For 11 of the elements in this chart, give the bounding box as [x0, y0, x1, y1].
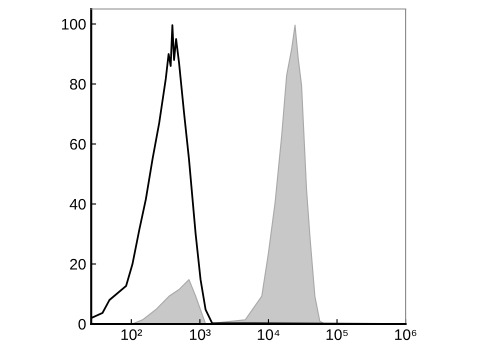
y-tick-label: 20 — [70, 258, 86, 270]
y-tick-label: 40 — [70, 198, 86, 210]
x-tick-label: 10⁴ — [258, 329, 280, 340]
x-tick-label: 10³ — [190, 329, 211, 340]
x-tick-label: 10² — [121, 329, 142, 340]
y-tick-label: 0 — [78, 318, 86, 330]
y-tick-label: 80 — [70, 78, 86, 90]
y-tick-label: 100 — [62, 18, 86, 30]
y-tick-label: 60 — [70, 138, 86, 150]
x-tick-label: 10⁵ — [326, 329, 348, 340]
x-tick-label: 10⁶ — [395, 329, 416, 340]
